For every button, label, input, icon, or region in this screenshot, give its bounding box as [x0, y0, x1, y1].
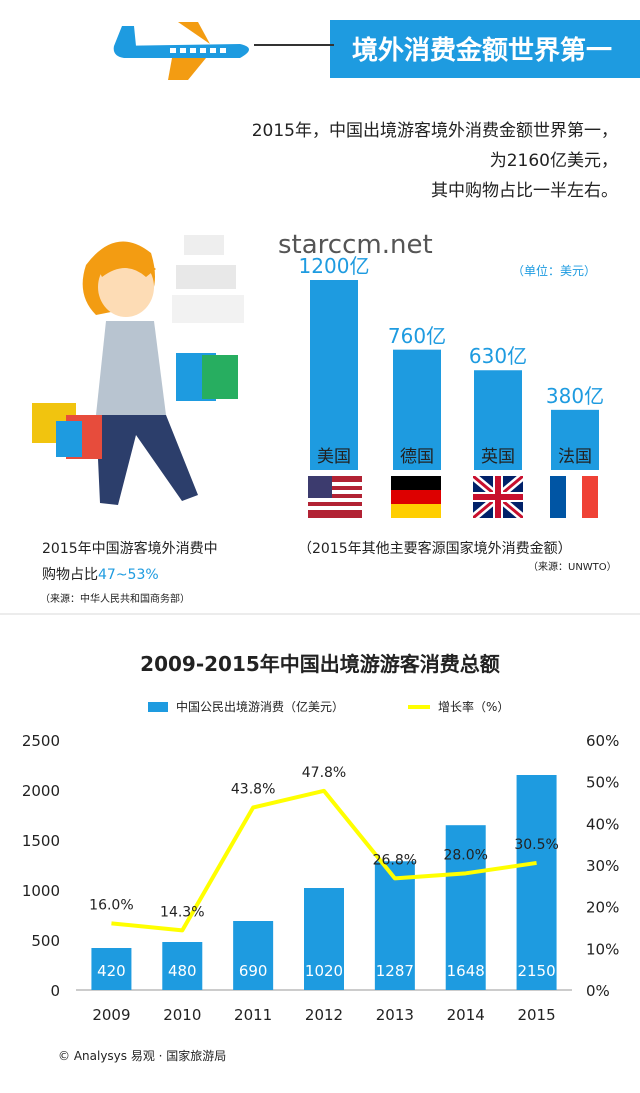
shopping-share-prefix: 购物占比 — [42, 567, 98, 583]
shopping-share-source: （来源：中华人民共和国商务部） — [40, 594, 190, 605]
banner-title: 境外消费金额世界第一 — [352, 36, 613, 66]
country-bar — [551, 409, 599, 470]
flag-usa-icon — [308, 476, 362, 518]
bar — [304, 888, 344, 990]
country-bar — [474, 370, 522, 470]
bar-value-label: 1020 — [305, 962, 343, 980]
flag-france-icon — [550, 476, 598, 518]
x-tick-label: 2012 — [305, 1006, 343, 1024]
x-tick-label: 2014 — [447, 1006, 485, 1024]
bar — [374, 861, 415, 990]
country-value-label: 380亿 — [545, 383, 605, 408]
growth-rate-label: 26.8% — [373, 852, 417, 868]
airplane-icon — [113, 22, 249, 80]
y-left-tick-label: 500 — [31, 932, 60, 950]
bar — [445, 825, 486, 990]
x-tick-label: 2010 — [163, 1006, 201, 1024]
legend-bar-label: 中国公民出境游消费（亿美元） — [176, 700, 345, 714]
bar-value-label: 480 — [168, 962, 197, 980]
country-name-label: 美国 — [317, 447, 351, 467]
flag-germany-icon — [391, 476, 441, 518]
headline-line-2: 为2160亿美元， — [489, 151, 618, 171]
country-name-label: 德国 — [400, 447, 434, 467]
y-left-tick-label: 0 — [50, 982, 60, 1000]
section-divider — [0, 613, 640, 615]
legend-bar-series: 中国公民出境游消费（亿美元） — [148, 698, 344, 715]
growth-rate-line — [111, 788, 537, 933]
growth-rate-label: 30.5% — [514, 837, 558, 853]
bar — [516, 775, 557, 990]
headline-line-3: 其中购物占比一半左右。 — [431, 181, 618, 201]
country-bar — [310, 280, 358, 470]
growth-rate-label: 47.8% — [302, 765, 346, 781]
country-value-label: 760亿 — [387, 323, 447, 348]
x-tick-label: 2011 — [234, 1006, 272, 1024]
bar-value-label: 690 — [239, 962, 268, 980]
country-value-label: 630亿 — [468, 344, 528, 369]
y-left-tick-label: 1000 — [22, 882, 60, 900]
y-right-tick-label: 50% — [586, 774, 619, 792]
x-tick-label: 2009 — [92, 1006, 130, 1024]
site-watermark: starccm.net — [278, 230, 433, 260]
growth-rate-label: 14.3% — [160, 904, 204, 920]
legend-bar-swatch — [148, 701, 168, 712]
bar-value-label: 1287 — [376, 962, 414, 980]
bar-value-label: 420 — [97, 962, 126, 980]
legend-line-label: 增长率（%） — [438, 700, 510, 714]
y-left-tick-label: 1500 — [22, 832, 60, 850]
country-chart — [310, 280, 599, 470]
country-bar — [393, 349, 441, 470]
flag-uk-icon — [473, 476, 523, 518]
headline-line-1: 2015年，中国出境游客境外消费金额世界第一， — [251, 121, 618, 141]
banner-rope — [254, 44, 334, 46]
shopping-share-caption: 2015年中国游客境外消费中 — [42, 541, 218, 557]
title-banner — [330, 20, 640, 78]
y-left-tick-label: 2500 — [22, 732, 60, 750]
shopping-share-value: 47~53% — [98, 567, 159, 583]
country-chart-source: （来源：UNWTO） — [528, 562, 617, 573]
y-right-tick-label: 60% — [586, 732, 619, 750]
chart-title: 2009-2015年中国出境游游客消费总额 — [140, 652, 500, 676]
shopping-share-line-2: 购物占比47~53% — [42, 564, 159, 584]
legend-line-swatch — [408, 704, 430, 709]
country-value-label: 1200亿 — [298, 254, 370, 278]
legend-line-series: 增长率（%） — [408, 698, 509, 715]
bar — [162, 942, 203, 990]
country-chart-caption: （2015年其他主要客源国家境外消费金额） — [298, 541, 572, 557]
footer-copyright: © Analysys 易观 · 国家旅游局 — [58, 1049, 227, 1063]
y-right-tick-label: 30% — [586, 857, 619, 875]
growth-rate-label: 43.8% — [231, 782, 275, 798]
combo-chart: 0 500 1000 1500 2000 2500 0% 10% 20% 30% 40% 50% 60%… — [22, 732, 620, 1024]
x-tick-label: 2015 — [517, 1006, 555, 1024]
x-tick-label: 2013 — [376, 1006, 414, 1024]
country-name-label: 法国 — [558, 447, 592, 467]
bar — [91, 948, 132, 990]
growth-rate-label: 16.0% — [89, 897, 133, 913]
bar-value-label: 1648 — [447, 962, 485, 980]
country-name-label: 英国 — [481, 447, 515, 467]
shopping-woman-illustration — [32, 235, 244, 505]
bar-value-label: 2150 — [517, 962, 555, 980]
y-right-tick-label: 20% — [586, 899, 619, 917]
y-right-tick-label: 10% — [586, 940, 619, 958]
growth-rate-label: 28.0% — [443, 847, 487, 863]
country-chart-unit: （单位：美元） — [512, 264, 597, 278]
y-right-tick-label: 0% — [586, 982, 610, 1000]
y-right-tick-label: 40% — [586, 815, 619, 833]
y-left-tick-label: 2000 — [22, 782, 60, 800]
bar — [233, 921, 274, 990]
